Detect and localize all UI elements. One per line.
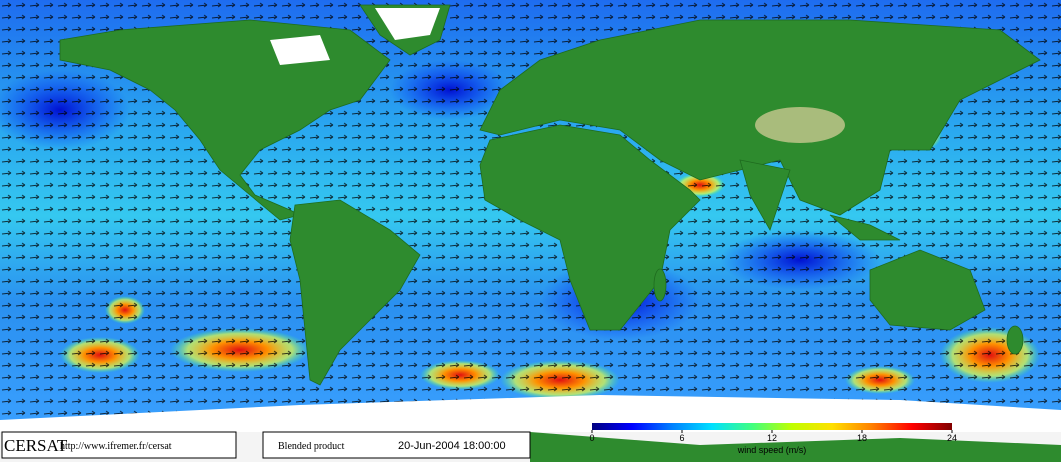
colorbar-tick-label: 12 xyxy=(767,433,777,443)
footer: CERSAT http://www.ifremer.fr/cersat Blen… xyxy=(1,431,531,459)
logo-box xyxy=(1,431,237,459)
ice xyxy=(0,8,1061,432)
colorbar-tick-label: 24 xyxy=(947,433,957,443)
colorbar-tick-label: 0 xyxy=(589,433,594,443)
product-box xyxy=(262,431,531,459)
colorbar: wind speed (m/s) 0 6 12 18 24 xyxy=(589,423,957,455)
colorbar-label: wind speed (m/s) xyxy=(737,445,807,455)
plateau xyxy=(755,107,845,143)
antarctic-land xyxy=(530,432,1061,462)
product: Blended product xyxy=(278,441,345,452)
colorbar-tick-label: 6 xyxy=(679,433,684,443)
logo: CERSAT xyxy=(4,436,68,455)
url: http://www.ifremer.fr/cersat xyxy=(60,441,172,452)
colorbar-tick-label: 18 xyxy=(857,433,867,443)
colorbar-gradient xyxy=(592,423,952,430)
datetime: 20-Jun-2004 18:00:00 xyxy=(398,440,506,452)
